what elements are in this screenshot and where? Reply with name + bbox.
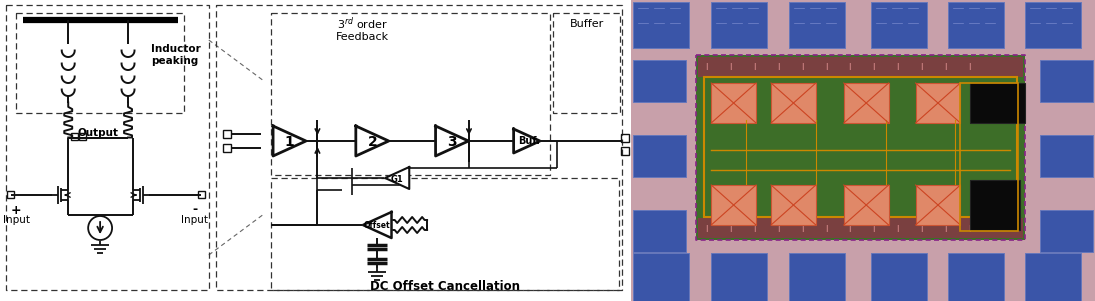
- Polygon shape: [1025, 253, 1081, 301]
- Polygon shape: [1040, 60, 1093, 102]
- Text: |: |: [849, 64, 851, 70]
- Text: |: |: [897, 225, 899, 231]
- Text: |: |: [897, 64, 899, 70]
- Polygon shape: [970, 180, 1021, 230]
- Polygon shape: [385, 167, 410, 189]
- Text: |: |: [705, 64, 707, 70]
- Text: |: |: [921, 64, 923, 70]
- Text: |: |: [825, 225, 827, 231]
- Polygon shape: [1040, 210, 1093, 252]
- Text: DC Offset Cancellation: DC Offset Cancellation: [370, 280, 520, 293]
- Text: |: |: [753, 64, 756, 70]
- Text: |: |: [776, 64, 780, 70]
- Polygon shape: [712, 2, 766, 48]
- Text: |: |: [729, 225, 731, 231]
- Text: |: |: [800, 225, 803, 231]
- Polygon shape: [712, 253, 766, 301]
- Text: Feedback: Feedback: [336, 32, 389, 42]
- Polygon shape: [948, 253, 1004, 301]
- Polygon shape: [771, 83, 816, 123]
- Text: G1: G1: [391, 175, 404, 184]
- Polygon shape: [514, 129, 540, 153]
- Polygon shape: [356, 126, 389, 156]
- Polygon shape: [948, 2, 1004, 48]
- Text: -: -: [193, 203, 197, 216]
- Text: |: |: [800, 64, 803, 70]
- Text: |: |: [944, 225, 947, 231]
- Polygon shape: [633, 135, 687, 177]
- Polygon shape: [915, 185, 960, 225]
- Text: 2: 2: [368, 135, 377, 149]
- Polygon shape: [712, 83, 756, 123]
- Polygon shape: [436, 126, 469, 156]
- Polygon shape: [633, 253, 689, 301]
- Polygon shape: [633, 2, 689, 48]
- Polygon shape: [915, 83, 960, 123]
- Text: |: |: [873, 64, 875, 70]
- Polygon shape: [1040, 135, 1093, 177]
- Polygon shape: [844, 83, 889, 123]
- Polygon shape: [632, 0, 1095, 301]
- Polygon shape: [273, 126, 306, 156]
- Polygon shape: [364, 212, 392, 238]
- Text: |: |: [944, 64, 947, 70]
- Polygon shape: [771, 185, 816, 225]
- Text: 1: 1: [285, 135, 295, 149]
- Text: |: |: [921, 225, 923, 231]
- Polygon shape: [696, 55, 1025, 240]
- Text: Buffer: Buffer: [569, 19, 603, 29]
- Polygon shape: [970, 83, 1025, 123]
- Polygon shape: [871, 2, 926, 48]
- Polygon shape: [844, 185, 889, 225]
- Text: Output: Output: [78, 129, 118, 138]
- Text: |: |: [776, 225, 780, 231]
- Text: Input: Input: [3, 215, 30, 225]
- Text: Buf.: Buf.: [518, 136, 540, 146]
- Polygon shape: [712, 185, 756, 225]
- Text: |: |: [705, 225, 707, 231]
- Text: Offset: Offset: [364, 222, 391, 231]
- Text: 3: 3: [447, 135, 457, 149]
- Text: $3^{rd}$ order: $3^{rd}$ order: [337, 16, 388, 32]
- Text: |: |: [753, 225, 756, 231]
- Polygon shape: [789, 253, 844, 301]
- Polygon shape: [789, 2, 844, 48]
- Text: |: |: [873, 225, 875, 231]
- Text: |: |: [968, 225, 970, 231]
- Polygon shape: [1025, 2, 1081, 48]
- Text: Input: Input: [182, 215, 208, 225]
- Polygon shape: [633, 210, 687, 252]
- Polygon shape: [699, 57, 1023, 77]
- Text: |: |: [825, 64, 827, 70]
- Text: |: |: [729, 64, 731, 70]
- Polygon shape: [699, 218, 1023, 238]
- Text: +: +: [11, 203, 22, 216]
- Text: |: |: [849, 225, 851, 231]
- Text: |: |: [968, 64, 970, 70]
- Text: Inductor
peaking: Inductor peaking: [151, 44, 200, 66]
- Polygon shape: [871, 253, 926, 301]
- Polygon shape: [633, 60, 687, 102]
